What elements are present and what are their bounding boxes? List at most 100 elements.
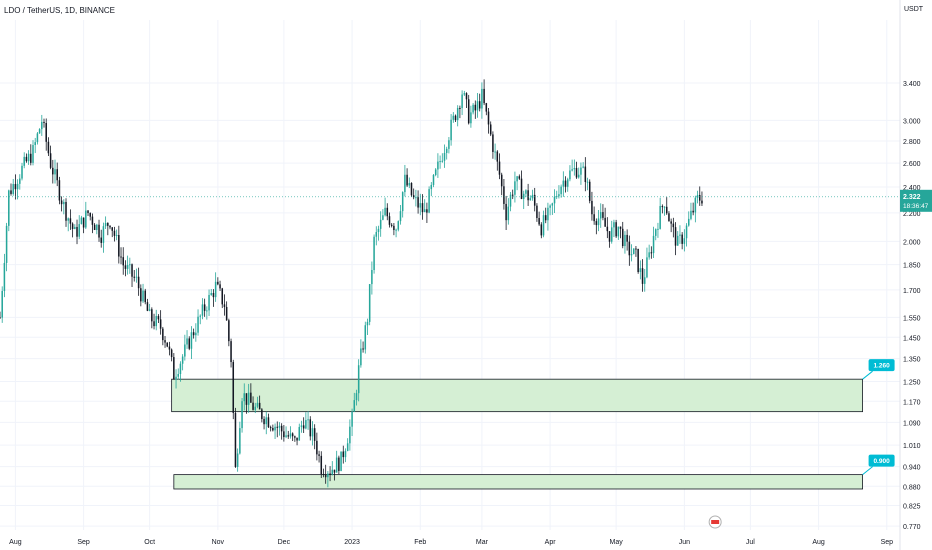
- candle-body: [551, 203, 554, 206]
- candle-body: [137, 276, 140, 289]
- y-tick-label: 1.450: [903, 335, 921, 342]
- candle-body: [113, 230, 116, 236]
- candle-body: [520, 178, 523, 199]
- candle-body: [371, 270, 373, 285]
- candle-body: [415, 197, 417, 199]
- x-tick-label: Feb: [414, 539, 426, 546]
- candle-body: [140, 288, 142, 302]
- candle-body: [472, 104, 474, 113]
- candle-body: [298, 426, 301, 441]
- candle-body: [404, 174, 406, 193]
- candle-body: [272, 427, 274, 431]
- candle-body: [489, 124, 492, 135]
- candle-body: [591, 200, 593, 215]
- candle-body: [208, 294, 210, 311]
- candle-body: [595, 221, 598, 226]
- y-tick-label: 2.200: [903, 211, 921, 218]
- candle-body: [190, 332, 193, 349]
- candle-body: [146, 302, 149, 311]
- candle-body: [283, 431, 285, 438]
- symbol-header: LDO / TetherUS, 1D, BINANCE: [4, 6, 115, 15]
- last-price-value: 2.322: [903, 194, 921, 201]
- x-tick-label: Jul: [746, 539, 755, 546]
- candle-body: [278, 425, 281, 428]
- candle-body: [236, 453, 239, 467]
- candle-body: [498, 161, 501, 175]
- candle-body: [65, 201, 67, 221]
- candle-body: [322, 473, 325, 475]
- y-tick-label: 3.000: [903, 118, 921, 125]
- candle-body: [3, 262, 6, 291]
- candle-body: [558, 194, 560, 197]
- candle-body: [676, 235, 679, 246]
- x-tick-label: Nov: [212, 539, 225, 546]
- candle-body: [421, 203, 424, 213]
- candle-body: [307, 419, 309, 421]
- candle-body: [549, 205, 551, 208]
- candle-body: [443, 152, 446, 161]
- candle-body: [98, 224, 100, 238]
- candle-body: [309, 419, 312, 437]
- candle-body: [470, 112, 472, 124]
- candle-body: [448, 140, 450, 149]
- candle-body: [228, 320, 230, 342]
- candle-body: [577, 174, 580, 178]
- support-zone-1: [171, 378, 863, 413]
- candle-body: [247, 392, 250, 405]
- candle-body: [648, 252, 650, 258]
- candle-body: [538, 218, 540, 225]
- candle-body: [274, 426, 276, 431]
- candle-body: [386, 207, 389, 217]
- candle-body: [56, 169, 58, 181]
- candle-body: [690, 210, 692, 219]
- candle-body: [60, 200, 63, 205]
- candle-body: [135, 276, 138, 278]
- candle-body: [544, 215, 547, 221]
- candle-body: [320, 455, 323, 474]
- candle-body: [613, 222, 615, 228]
- candle-body: [696, 194, 699, 198]
- candle-body: [126, 265, 129, 269]
- candle-body: [96, 224, 98, 231]
- zone-price-label: 1.260: [873, 363, 890, 370]
- candle-body: [181, 356, 184, 364]
- candle-body: [195, 332, 197, 336]
- candle-body: [437, 161, 439, 170]
- candle-body: [36, 133, 39, 143]
- candle-body: [661, 206, 664, 208]
- candle-body: [118, 235, 120, 257]
- candle-body: [417, 197, 419, 208]
- candle-body: [602, 212, 604, 218]
- candle-body: [252, 402, 254, 410]
- candle-body: [364, 325, 367, 350]
- candle-body: [646, 257, 648, 278]
- candle-body: [635, 248, 637, 250]
- candle-body: [131, 264, 133, 277]
- candle-body: [19, 178, 21, 184]
- candle-body: [500, 174, 503, 187]
- y-tick-label: 3.400: [903, 81, 921, 88]
- candle-body: [522, 193, 525, 199]
- candle-body: [588, 181, 591, 201]
- y-tick-label: 0.770: [903, 524, 921, 531]
- candle-body: [221, 288, 224, 305]
- candle-body: [300, 425, 303, 427]
- candle-body: [34, 142, 36, 146]
- candle-body: [0, 317, 1, 319]
- candle-body: [683, 238, 686, 244]
- candle-body: [14, 184, 17, 190]
- candle-body: [597, 218, 600, 226]
- candle-body: [168, 346, 171, 350]
- candle-body: [239, 428, 241, 454]
- candle-body: [507, 206, 510, 221]
- candle-body: [25, 156, 28, 162]
- last-price-label-box: [900, 189, 932, 212]
- x-tick-label: Apr: [545, 539, 557, 546]
- candle-body: [27, 153, 30, 162]
- candle-body: [329, 473, 331, 475]
- candle-body: [258, 402, 261, 410]
- candle-body: [335, 457, 338, 473]
- candle-body: [324, 474, 327, 478]
- candle-body: [368, 284, 371, 322]
